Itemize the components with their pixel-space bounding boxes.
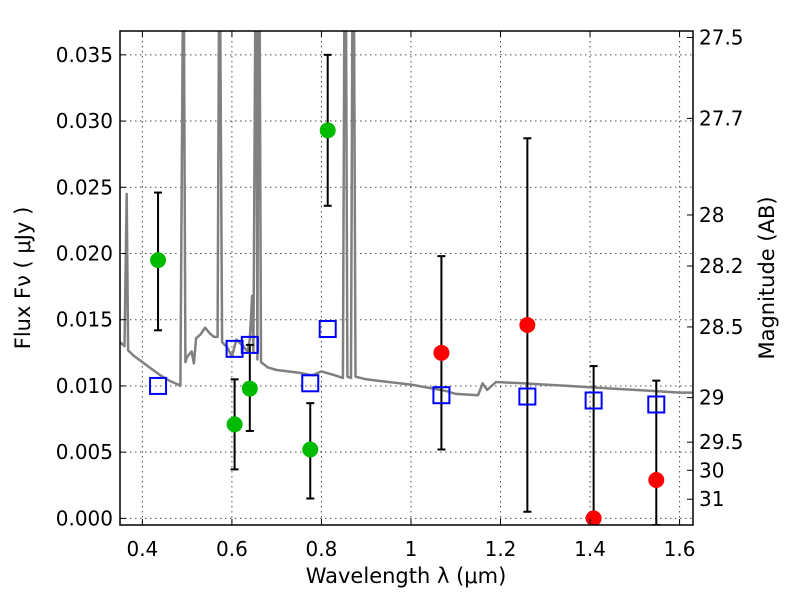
data-point-model [432, 386, 451, 405]
y-tick-label: 0.025 [56, 175, 113, 199]
spectrum-line [120, 31, 693, 397]
data-point-upper_limits [433, 344, 450, 361]
y-tick-label: 0.000 [56, 506, 113, 530]
data-point-detections [302, 441, 319, 458]
y-tick-label: 0.020 [56, 241, 113, 265]
y-tick-label: 0.015 [56, 308, 113, 332]
y-right-tick-label: 28.5 [699, 315, 744, 339]
y-right-tick-label: 27.7 [699, 106, 744, 130]
x-tick-label: 1.6 [664, 537, 696, 561]
data-point-upper_limits [648, 471, 665, 488]
plot-frame [119, 30, 694, 526]
y-right-tick-label: 29.5 [699, 430, 744, 454]
data-point-model [240, 335, 259, 354]
y-axis-label: Flux Fν ( μJy ) [11, 207, 35, 350]
spectrum [120, 31, 693, 397]
x-tick-label: 1.2 [485, 537, 517, 561]
y-right-tick-label: 28.2 [699, 254, 744, 278]
data-point-model [301, 374, 320, 393]
y-right-tick-label: 28 [699, 203, 724, 227]
data-point-detections [150, 252, 167, 269]
y-tick-label: 0.010 [56, 374, 113, 398]
y-right-tick-label: 31 [699, 487, 724, 511]
grid [120, 31, 693, 525]
y-right-tick-label: 30 [699, 458, 724, 482]
x-tick-label: 1 [405, 537, 418, 561]
y-right-tick-label: 29 [699, 386, 724, 410]
data-point-model [518, 387, 537, 406]
x-tick-label: 1.4 [574, 537, 606, 561]
y-right-tick-label: 27.5 [699, 25, 744, 49]
x-axis-label: Wavelength λ (μm) [306, 564, 507, 588]
data-point-detections [241, 380, 258, 397]
data-point-upper_limits [585, 510, 602, 525]
x-tick-label: 0.8 [306, 537, 338, 561]
axis-ticks: 0.4 0.6 0.8 1 1.2 1.4 1.6 0.000 0.005 0.010 0.015 0… [56, 25, 744, 561]
data-point-upper_limits [519, 317, 536, 334]
y-right-axis-label: Magnitude (AB) [755, 196, 779, 359]
data-marks [149, 53, 666, 525]
data-point-detections [226, 416, 243, 433]
y-tick-label: 0.035 [56, 43, 113, 67]
data-point-model [647, 395, 666, 414]
data-point-model [584, 391, 603, 410]
data-point-detections [319, 122, 336, 139]
x-tick-label: 0.4 [126, 537, 158, 561]
data-point-model [149, 376, 168, 395]
y-tick-label: 0.005 [56, 440, 113, 464]
x-tick-label: 0.6 [216, 537, 248, 561]
data-point-model [318, 319, 337, 338]
y-tick-label: 0.030 [56, 109, 113, 133]
